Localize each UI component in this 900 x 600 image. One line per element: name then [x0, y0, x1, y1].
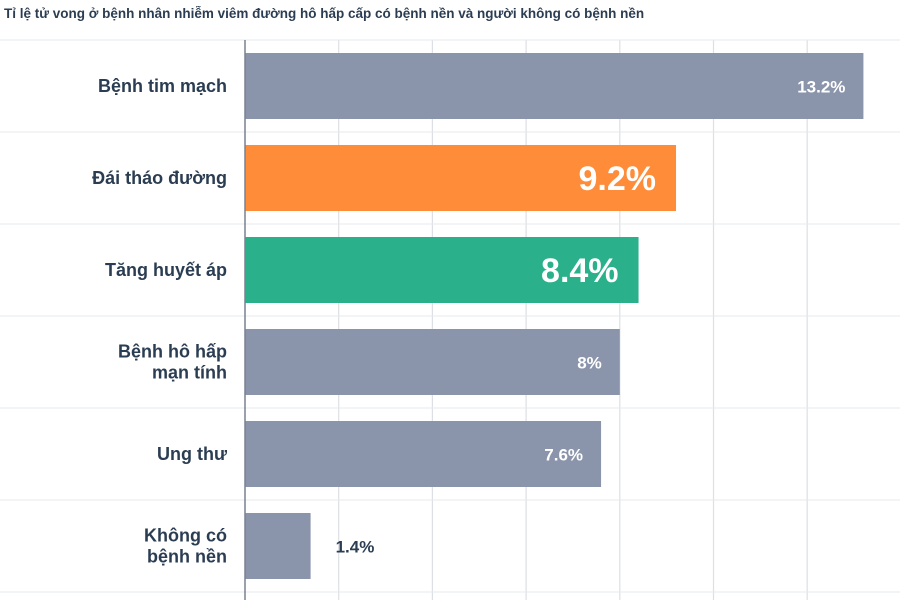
value-label: 7.6%	[544, 446, 583, 465]
bar	[245, 421, 602, 487]
bar	[245, 237, 639, 303]
category-label: Tăng huyết áp	[105, 260, 227, 280]
chart-title: Tỉ lệ tử vong ở bệnh nhân nhiễm viêm đườ…	[4, 6, 645, 21]
bar	[245, 513, 311, 579]
bars: 13.2% 9.2% 8.4% 8% 7.6% 1.4%	[245, 53, 864, 579]
value-label: 13.2%	[797, 78, 845, 97]
category-label: Không có	[144, 526, 227, 546]
bar	[245, 329, 620, 395]
category-label: Bệnh hô hấp	[118, 342, 227, 362]
category-label: Đái tháo đường	[92, 168, 227, 188]
category-labels: Bệnh tim mạch Đái tháo đường Tăng huyết áp…	[92, 76, 228, 567]
value-label: 1.4%	[336, 538, 375, 557]
category-label: bệnh nền	[147, 547, 227, 567]
bar	[245, 53, 864, 119]
value-label: 8%	[577, 354, 602, 373]
category-label: Bệnh tim mạch	[98, 76, 227, 96]
value-label: 8.4%	[541, 252, 619, 290]
value-label: 9.2%	[579, 160, 657, 198]
bar	[245, 145, 677, 211]
grid-lines	[0, 39, 900, 600]
category-label: mạn tính	[152, 363, 227, 383]
category-label: Ung thư	[157, 444, 228, 464]
